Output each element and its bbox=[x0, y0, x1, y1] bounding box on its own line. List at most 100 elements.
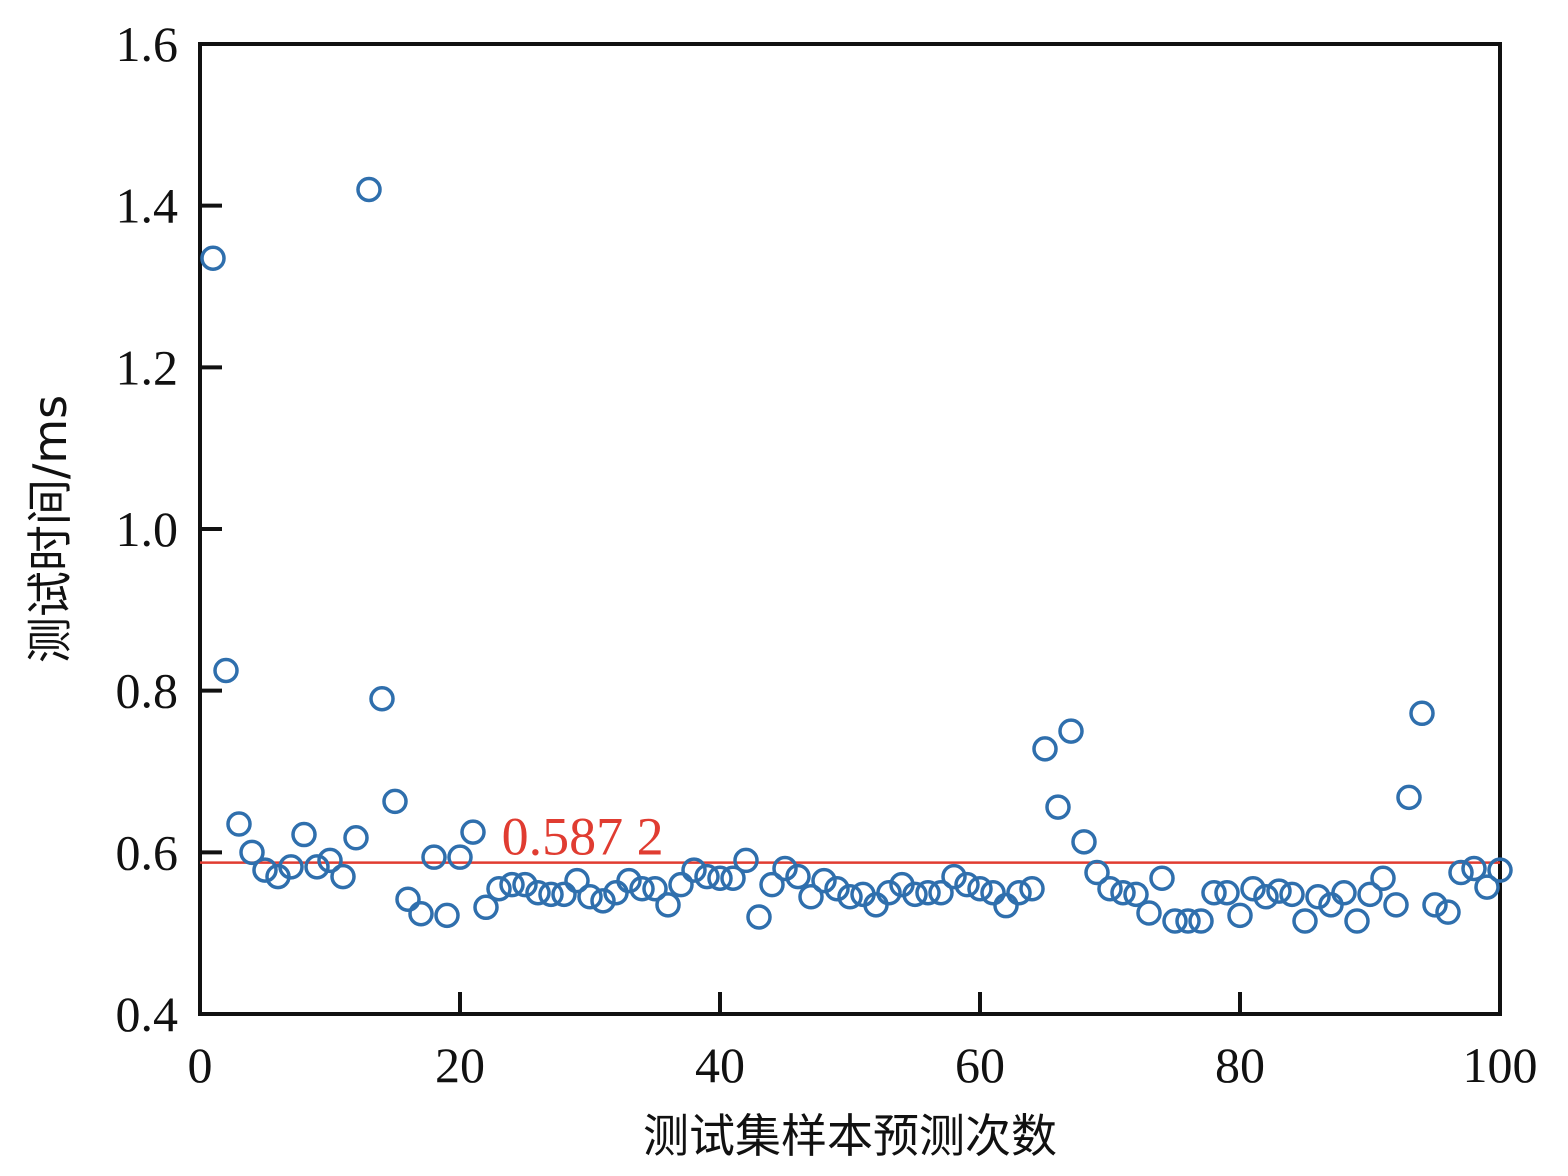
data-point bbox=[785, 863, 811, 890]
y-tick-label: 1.2 bbox=[116, 339, 179, 395]
data-point bbox=[655, 892, 681, 918]
data-point bbox=[733, 847, 759, 874]
data-point bbox=[1227, 902, 1253, 929]
data-point bbox=[993, 892, 1019, 919]
data-point bbox=[1383, 892, 1409, 918]
data-point bbox=[421, 844, 447, 870]
x-tick-label: 40 bbox=[695, 1037, 745, 1093]
y-tick-label: 0.6 bbox=[116, 824, 179, 880]
data-point bbox=[629, 875, 655, 902]
data-point bbox=[434, 902, 460, 929]
data-point bbox=[1032, 736, 1058, 762]
mean-reference-label: 0.587 2 bbox=[502, 807, 664, 867]
data-point bbox=[1435, 899, 1461, 925]
data-point bbox=[551, 881, 577, 908]
data-point bbox=[1058, 718, 1084, 744]
data-point bbox=[1149, 865, 1175, 891]
data-point bbox=[707, 865, 733, 891]
data-point bbox=[902, 881, 928, 908]
data-point bbox=[1422, 892, 1448, 918]
data-point bbox=[252, 857, 278, 883]
data-point bbox=[1071, 829, 1097, 855]
data-point bbox=[564, 867, 590, 894]
data-point bbox=[1396, 784, 1422, 811]
data-point bbox=[473, 894, 499, 921]
data-point bbox=[1097, 875, 1123, 902]
data-point bbox=[512, 871, 538, 898]
y-tick-label: 0.4 bbox=[116, 986, 179, 1042]
y-ticks: 0.4 0.6 0.8 1.0 1.2 1.4 1.6 bbox=[116, 16, 222, 1042]
data-point bbox=[1162, 908, 1188, 934]
data-point bbox=[343, 825, 369, 851]
data-point bbox=[746, 904, 772, 930]
data-point bbox=[694, 863, 720, 890]
data-point bbox=[1370, 865, 1396, 891]
data-point bbox=[720, 865, 746, 891]
y-tick-label: 1.0 bbox=[116, 501, 179, 557]
data-point bbox=[304, 854, 330, 880]
data-point bbox=[1474, 874, 1500, 900]
x-axis-title: 测试集样本预测次数 bbox=[643, 1109, 1057, 1163]
y-tick-label: 1.6 bbox=[116, 16, 179, 72]
data-point bbox=[590, 888, 616, 914]
data-point bbox=[1487, 857, 1513, 883]
data-point bbox=[824, 875, 850, 902]
data-point bbox=[798, 884, 824, 910]
data-point bbox=[1344, 908, 1370, 934]
data-point bbox=[759, 871, 785, 898]
data-point bbox=[1175, 908, 1201, 934]
data-point bbox=[1188, 908, 1214, 934]
data-point bbox=[1292, 908, 1318, 934]
data-point bbox=[1110, 880, 1136, 906]
data-point bbox=[1266, 878, 1292, 904]
data-point bbox=[772, 855, 798, 882]
y-tick-label: 1.4 bbox=[116, 178, 179, 234]
y-tick-label: 0.8 bbox=[116, 663, 179, 719]
x-tick-label: 0 bbox=[188, 1037, 213, 1093]
data-point bbox=[1409, 700, 1435, 727]
data-point bbox=[1240, 875, 1266, 902]
data-point bbox=[213, 657, 239, 684]
data-point bbox=[447, 844, 473, 870]
data-point bbox=[1461, 855, 1487, 882]
data-point bbox=[278, 854, 304, 880]
data-point bbox=[967, 875, 993, 902]
data-point bbox=[499, 871, 525, 898]
data-point bbox=[1123, 881, 1149, 908]
data-point bbox=[382, 788, 408, 815]
data-point bbox=[876, 880, 902, 906]
data-point bbox=[577, 884, 603, 910]
data-point bbox=[668, 871, 694, 898]
data-point bbox=[317, 847, 343, 874]
x-tick-label: 100 bbox=[1463, 1037, 1538, 1093]
data-point bbox=[837, 884, 863, 910]
data-point bbox=[460, 819, 486, 845]
plot-frame bbox=[198, 42, 1502, 1016]
data-point bbox=[1136, 900, 1162, 926]
data-point bbox=[1006, 880, 1032, 906]
y-axis-title: 测试时间/ms bbox=[23, 395, 77, 663]
data-point bbox=[1201, 880, 1227, 906]
x-tick-label: 20 bbox=[435, 1037, 485, 1093]
data-point bbox=[226, 811, 252, 837]
data-point bbox=[1084, 859, 1110, 886]
data-point bbox=[1305, 884, 1331, 910]
data-point bbox=[941, 863, 967, 890]
data-point bbox=[1279, 881, 1305, 908]
data-point bbox=[811, 867, 837, 894]
data-point bbox=[330, 863, 356, 890]
data-point bbox=[525, 880, 551, 906]
data-point bbox=[1331, 880, 1357, 906]
x-tick-label: 80 bbox=[1215, 1037, 1265, 1093]
data-point bbox=[1045, 794, 1071, 820]
data-point bbox=[681, 857, 707, 883]
data-point bbox=[356, 176, 382, 203]
data-point bbox=[616, 867, 642, 894]
data-point bbox=[200, 245, 226, 271]
scatter-points bbox=[200, 176, 1513, 934]
data-point bbox=[1357, 881, 1383, 908]
data-point bbox=[980, 880, 1006, 906]
data-point bbox=[239, 839, 265, 866]
data-point bbox=[1253, 884, 1279, 910]
